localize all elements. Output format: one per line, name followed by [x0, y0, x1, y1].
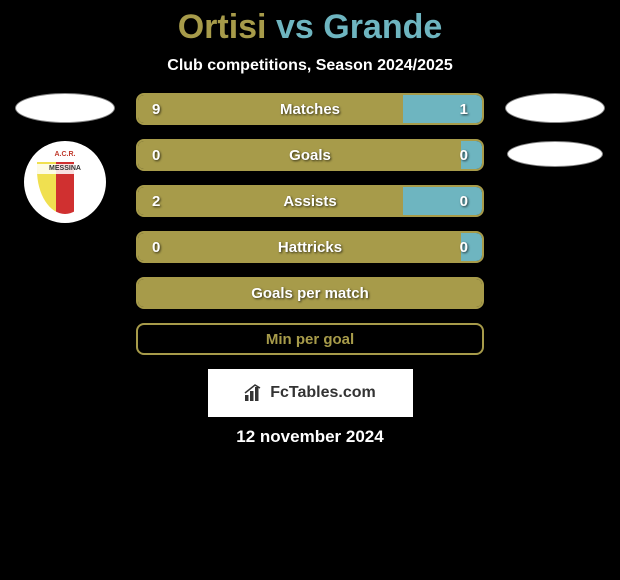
fctables-logo: FcTables.com — [244, 384, 376, 402]
title-left: Ortisi — [178, 8, 267, 46]
badge-band: MESSINA — [37, 164, 93, 174]
stat-value-left: 9 — [138, 101, 186, 118]
subtitle: Club competitions, Season 2024/2025 — [0, 57, 620, 93]
stat-value-left: 0 — [138, 239, 186, 256]
right-player-photo — [505, 93, 605, 123]
page-title: Ortisi vs Grande — [0, 0, 620, 57]
badge-top: A.C.R. — [32, 146, 98, 162]
right-club-badge — [507, 141, 603, 167]
stat-value-left: 2 — [138, 193, 186, 210]
stat-row: 2Assists0 — [136, 185, 484, 217]
stat-label: Assists — [186, 193, 434, 210]
brand-text: FcTables.com — [270, 384, 376, 402]
right-player-col — [500, 93, 610, 185]
stat-label: Min per goal — [186, 331, 434, 348]
chart-icon — [244, 384, 266, 402]
footer-banner[interactable]: FcTables.com — [208, 369, 413, 417]
stat-label: Matches — [186, 101, 434, 118]
stat-value-right: 0 — [434, 193, 482, 210]
left-player-photo — [15, 93, 115, 123]
stat-row: 0Hattricks0 — [136, 231, 484, 263]
stat-row: 0Goals0 — [136, 139, 484, 171]
stat-row: 9Matches1 — [136, 93, 484, 125]
stat-value-right: 0 — [434, 239, 482, 256]
title-sep: vs — [276, 8, 314, 46]
content-area: MESSINA A.C.R. 9Matches10Goals02Assists0… — [0, 93, 620, 355]
stat-value-right: 0 — [434, 147, 482, 164]
title-right: Grande — [323, 8, 442, 46]
stat-label: Goals per match — [186, 285, 434, 302]
left-club-badge: MESSINA A.C.R. — [24, 141, 106, 223]
stat-row: Min per goal — [136, 323, 484, 355]
stat-label: Goals — [186, 147, 434, 164]
stat-row: Goals per match — [136, 277, 484, 309]
stat-label: Hattricks — [186, 239, 434, 256]
left-player-col: MESSINA A.C.R. — [10, 93, 120, 223]
stat-value-right: 1 — [434, 101, 482, 118]
date-line: 12 november 2024 — [0, 427, 620, 447]
stats-col: 9Matches10Goals02Assists00Hattricks0Goal… — [136, 93, 484, 355]
stat-value-left: 0 — [138, 147, 186, 164]
